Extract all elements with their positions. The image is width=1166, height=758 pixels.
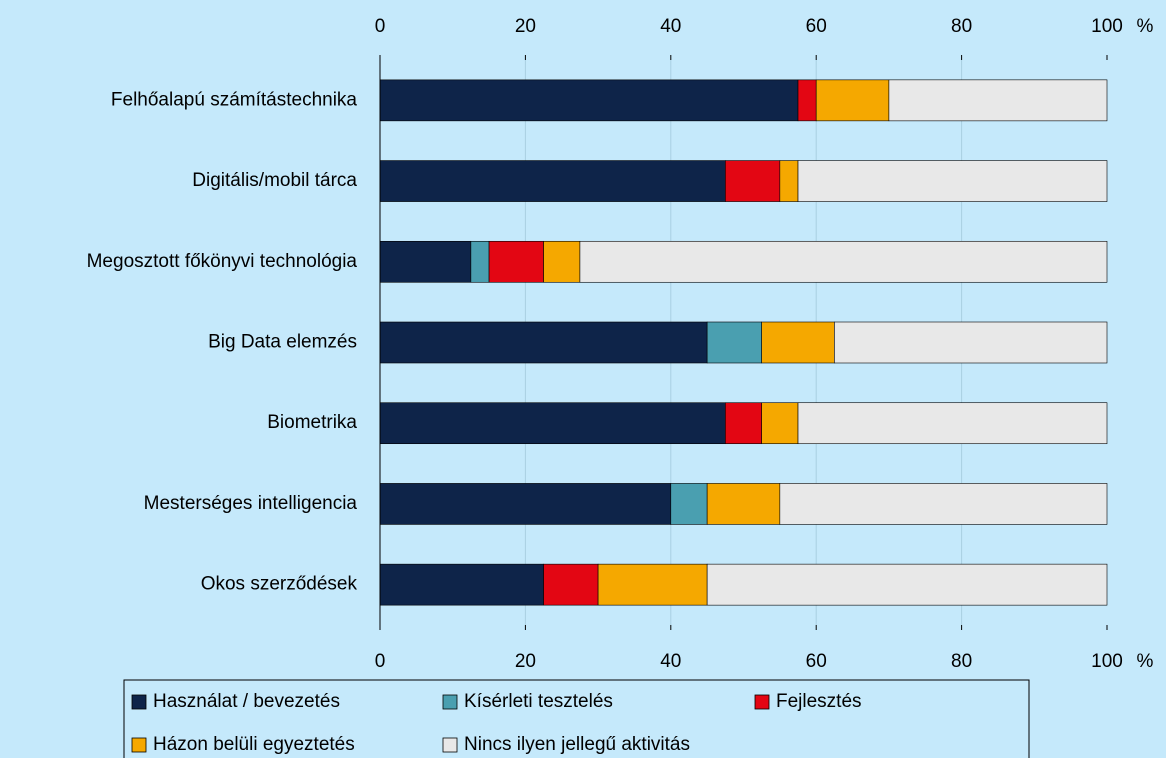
legend-label: Házon belüli egyeztetés [153,734,355,755]
bar-segment [488,240,544,283]
bar-segment [379,160,726,202]
legend-swatch [131,694,147,710]
bar-segment [815,79,890,122]
bar-segment [834,321,1108,364]
x-unit: % [1137,16,1154,37]
bar-segment [597,563,708,606]
x-tick-label: 60 [806,651,827,672]
x-tick-label: 60 [806,16,827,37]
x-tick-label: 40 [660,651,681,672]
bar-segment [797,402,1108,445]
x-unit: % [1137,651,1154,672]
legend-swatch [442,694,458,710]
bar-segment [797,79,817,122]
legend-label: Fejlesztés [776,691,862,712]
bar-segment [543,240,581,283]
x-tick-label: 20 [515,651,536,672]
bar-segment [379,321,708,364]
bar-segment [779,160,799,202]
bar-segment [379,240,472,283]
y-tick-label: Felhőalapú számítástechnika [111,89,358,110]
x-tick-label: 100 [1091,16,1123,37]
bar-segment [379,563,544,606]
bar-segment [543,563,599,606]
bar-segment [888,79,1108,122]
legend-label: Használat / bevezetés [153,691,340,712]
bar-segment [706,321,762,364]
y-tick-label: Mesterséges intelligencia [144,493,358,514]
y-tick-label: Okos szerződések [201,574,358,595]
legend-swatch [131,737,147,753]
x-tick-label: 80 [951,16,972,37]
legend-swatch [442,737,458,753]
bar-segment [670,483,708,525]
legend-label: Nincs ilyen jellegű aktivitás [464,734,690,755]
legend-swatch [754,694,770,710]
x-tick-label: 40 [660,16,681,37]
bar-segment [761,321,835,364]
bar-segment [379,483,672,525]
legend-label: Kísérleti tesztelés [464,691,613,712]
x-tick-label: 100 [1091,651,1123,672]
y-tick-label: Big Data elemzés [208,332,357,353]
x-tick-label: 0 [375,651,386,672]
bar-segment [725,160,781,202]
bar-segment [779,483,1108,525]
x-tick-label: 0 [375,16,386,37]
legend-box [123,679,1030,758]
y-tick-label: Megosztott főkönyvi technológia [87,251,358,272]
bar-segment [379,402,726,445]
bar-segment [706,483,781,525]
bar-segment [706,563,1108,606]
x-tick-label: 80 [951,651,972,672]
y-tick-label: Biometrika [267,412,357,433]
bar-segment [579,240,1108,283]
bar-segment [725,402,762,445]
bar-segment [470,240,490,283]
y-tick-label: Digitális/mobil tárca [192,170,357,191]
x-tick-label: 20 [515,16,536,37]
bar-segment [797,160,1108,202]
bar-segment [761,402,799,445]
bar-segment [379,79,799,122]
